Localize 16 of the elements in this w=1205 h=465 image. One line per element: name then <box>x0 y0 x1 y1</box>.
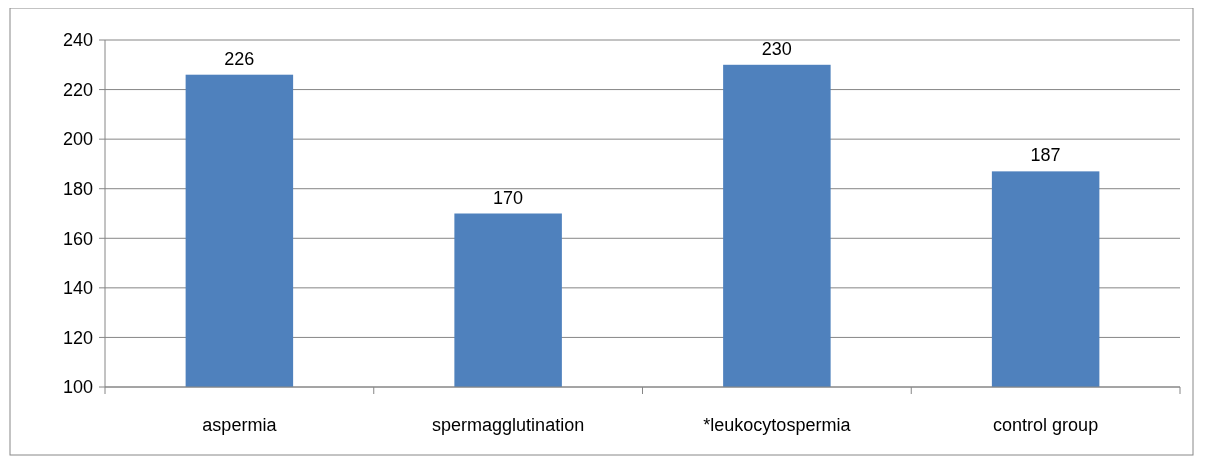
data-label: 230 <box>761 38 792 59</box>
x-tick-label: spermagglutination <box>432 415 585 435</box>
y-tick-label: 200 <box>62 129 93 150</box>
y-tick-label: 220 <box>62 79 93 100</box>
data-label: 170 <box>493 187 524 208</box>
y-tick-label: 140 <box>62 278 93 299</box>
y-tick-label: 160 <box>62 228 93 249</box>
y-tick-label: 240 <box>62 30 93 51</box>
x-tick-label: aspermia <box>202 415 278 435</box>
x-tick-label: control group <box>993 415 1099 435</box>
data-label: 187 <box>1030 145 1061 166</box>
y-tick-label: 100 <box>62 377 93 398</box>
x-tick-label: *leukocytospermia <box>703 415 852 435</box>
y-tick-label: 180 <box>62 179 93 200</box>
data-label: 226 <box>224 48 255 69</box>
y-tick-label: 120 <box>62 327 93 348</box>
